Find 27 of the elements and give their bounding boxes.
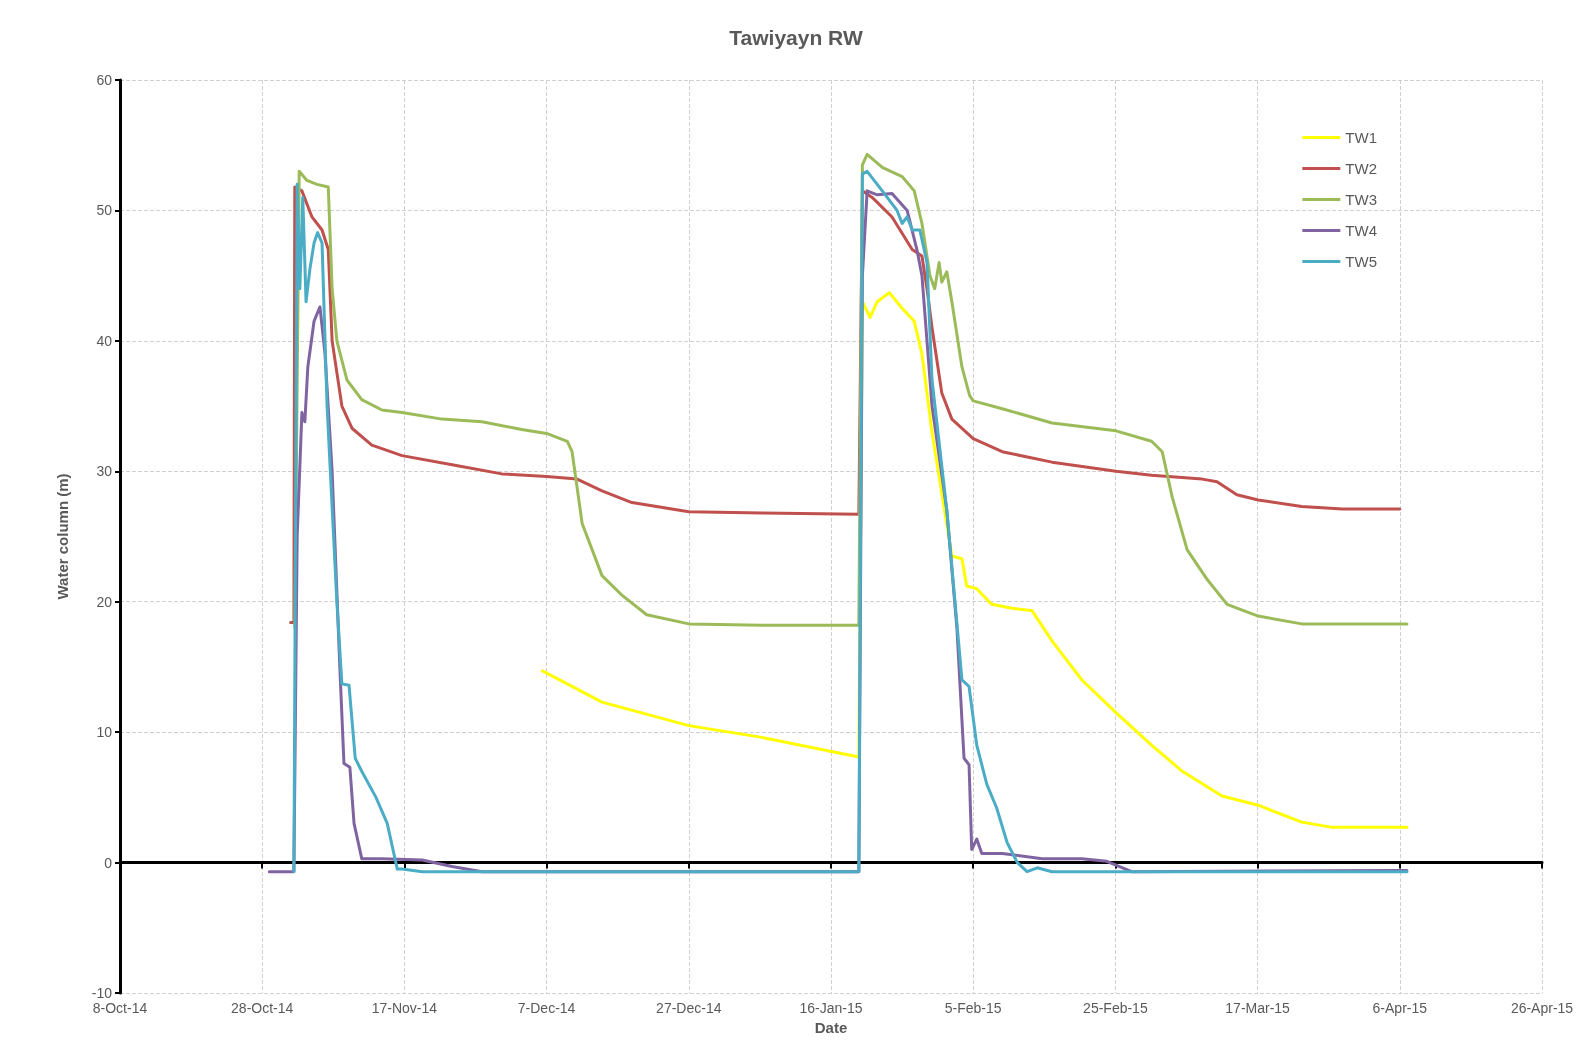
x-tick-label: 5-Feb-15 [944, 1000, 1002, 1016]
x-tick-label: 16-Jan-15 [799, 1000, 863, 1016]
chart-title: Tawiyayn RW [729, 26, 863, 49]
y-tick-label: 30 [96, 463, 113, 480]
x-tick-label: 27-Dec-14 [656, 1000, 722, 1016]
x-tick-label: 25-Feb-15 [1083, 1000, 1148, 1016]
legend-label: TW4 [1345, 222, 1378, 239]
x-tick-label: 28-Oct-14 [231, 1000, 294, 1016]
y-tick-label: 50 [96, 202, 113, 219]
y-tick-label: 60 [96, 72, 113, 88]
x-tick-label: 7-Dec-14 [517, 1000, 576, 1016]
y-tick-label: 20 [96, 593, 113, 610]
y-tick-label: 40 [96, 332, 113, 349]
x-tick-label: 17-Nov-14 [371, 1000, 438, 1016]
x-tick-label: 6-Apr-15 [1372, 1000, 1428, 1016]
legend-label: TW1 [1345, 129, 1378, 146]
legend-label: TW5 [1345, 253, 1378, 270]
y-tick-label: 10 [96, 724, 113, 741]
y-axis-title: Water column (m) [54, 473, 71, 600]
x-tick-label: 26-Apr-15 [1510, 1000, 1574, 1016]
legend-label: TW2 [1345, 160, 1378, 177]
y-tick-label: -10 [91, 985, 113, 1001]
y-tick-label: 0 [104, 854, 113, 871]
x-tick-label: 17-Mar-15 [1225, 1000, 1291, 1016]
x-axis-title: Date [814, 1018, 848, 1036]
x-tick-label: 8-Oct-14 [92, 1000, 148, 1016]
legend-label: TW3 [1345, 191, 1378, 208]
